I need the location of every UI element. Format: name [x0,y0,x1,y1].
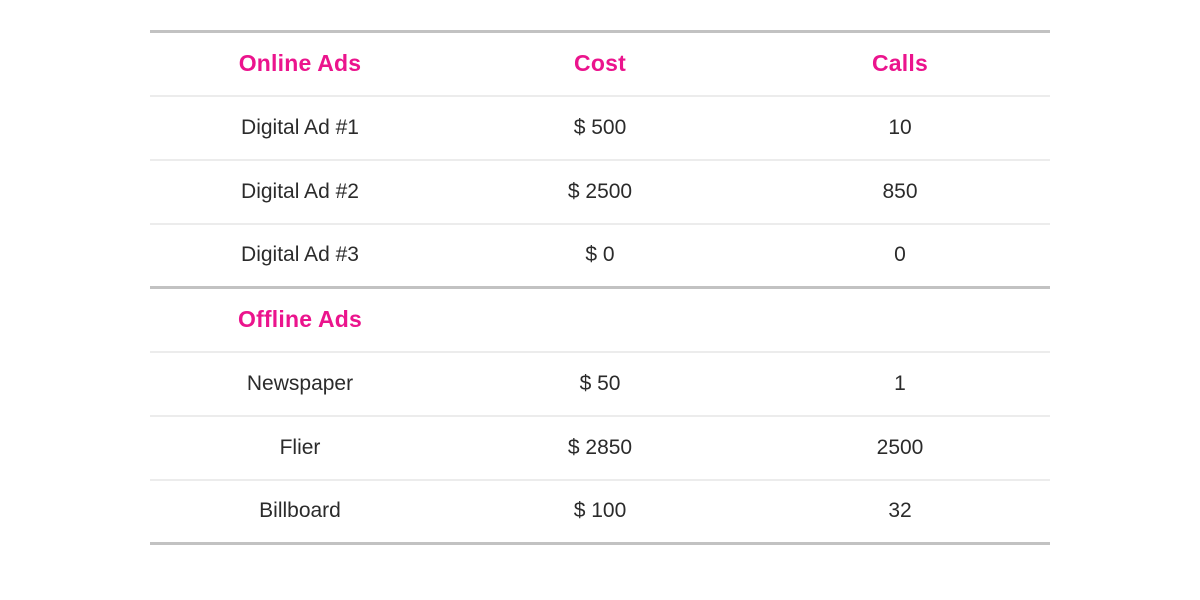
table-row: Digital Ad #3 $ 0 0 [150,224,1050,288]
cost-cell: $ 2500 [567,179,633,203]
empty-cell [450,288,750,352]
row-label: Flier [279,435,321,459]
row-label: Digital Ad #1 [241,115,359,139]
table-row: Billboard $ 100 32 [150,480,1050,544]
cost-cell: $ 500 [573,115,627,139]
calls-cell: 850 [882,179,918,203]
calls-cell: 0 [894,243,906,267]
section-header-row: Offline Ads [150,287,1050,352]
ads-table-container: Online Ads Cost Calls Digital Ad #1 $ 50… [150,30,1050,545]
row-label: Billboard [259,499,341,523]
col-header-cost: Cost [574,50,626,77]
ads-table: Online Ads Cost Calls Digital Ad #1 $ 50… [150,30,1050,545]
header-row: Online Ads Cost Calls [150,32,1050,96]
cost-cell: $ 2850 [567,435,633,459]
calls-cell: 10 [888,115,912,139]
table-row: Newspaper $ 50 1 [150,352,1050,416]
cost-cell: $ 0 [585,243,615,267]
calls-cell: 2500 [876,435,924,459]
table-row: Flier $ 2850 2500 [150,416,1050,480]
row-label: Digital Ad #2 [241,179,359,203]
row-label: Newspaper [246,371,354,395]
row-label: Digital Ad #3 [241,243,359,267]
empty-cell [750,288,1050,352]
calls-cell: 1 [894,371,906,395]
section-title-offline-ads: Offline Ads [237,306,363,333]
col-header-online-ads: Online Ads [238,50,362,77]
col-header-calls: Calls [872,50,928,77]
cost-cell: $ 100 [573,499,627,523]
calls-cell: 32 [888,499,912,523]
table-row: Digital Ad #2 $ 2500 850 [150,160,1050,224]
cost-cell: $ 50 [579,371,621,395]
table-row: Digital Ad #1 $ 500 10 [150,96,1050,160]
